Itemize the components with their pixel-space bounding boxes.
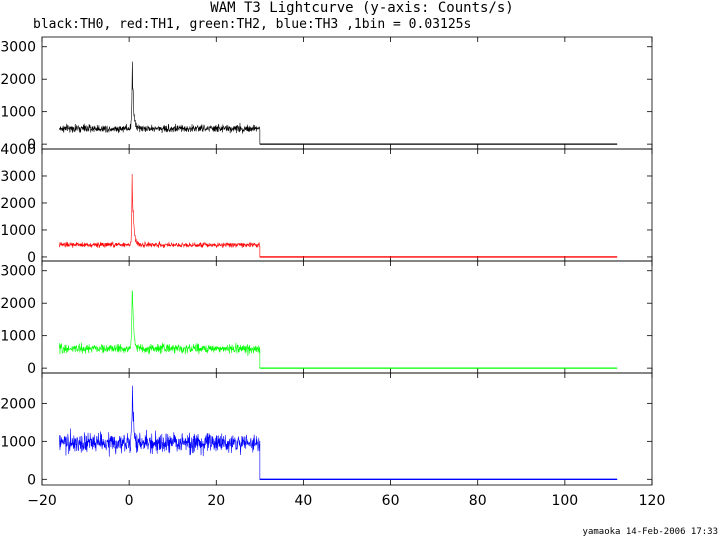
y-tick-label: 3000 [0,40,36,56]
y-tick-label: 2000 [0,396,36,412]
footer-credit: yamaoka 14-Feb-2006 17:33 [582,527,718,537]
chart-title: WAM T3 Lightcurve (y-axis: Counts/s) [210,0,514,16]
x-tick-label: 120 [639,493,666,509]
y-tick-label: 0 [27,137,36,153]
y-tick-label: 2000 [0,72,36,88]
y-tick-label: 3000 [0,264,36,280]
panel-frame [41,148,653,262]
y-tick-label: 0 [27,361,36,377]
y-tick-label: 1000 [0,329,36,345]
y-tick-label: 0 [27,472,36,488]
x-tick-label: 0 [125,493,134,509]
y-tick-label: 1000 [0,105,36,121]
y-tick-label: 1000 [0,434,36,450]
y-tick-label: 2000 [0,296,36,312]
x-tick-label: 40 [295,493,313,509]
y-tick-label: 2000 [0,196,36,212]
y-tick-label: 4000 [0,142,36,158]
legend-subtitle: black:TH0, red:TH1, green:TH2, blue:TH3 … [33,17,472,32]
series-th3-line [59,385,618,480]
panel-th2: 0 1000 2000 3000 [0,260,653,377]
x-tick-label: 20 [207,493,225,509]
x-tick-label: −20 [27,493,57,509]
series-th1-line [59,173,618,258]
series-th2-line [59,290,618,369]
y-tick-label: 0 [27,250,36,266]
panel-th3: 0 1000 2000 [0,372,653,488]
panel-th1: 0 1000 2000 3000 4000 [0,142,653,266]
x-tick-label: 100 [551,493,578,509]
x-tick-label: 80 [469,493,487,509]
y-tick-label: 3000 [0,169,36,185]
panel-th0: 0 1000 2000 3000 [0,36,653,153]
x-tick-label: 60 [382,493,400,509]
series-th0-line [59,61,618,145]
y-tick-label: 1000 [0,223,36,239]
panel-frame [41,372,653,486]
